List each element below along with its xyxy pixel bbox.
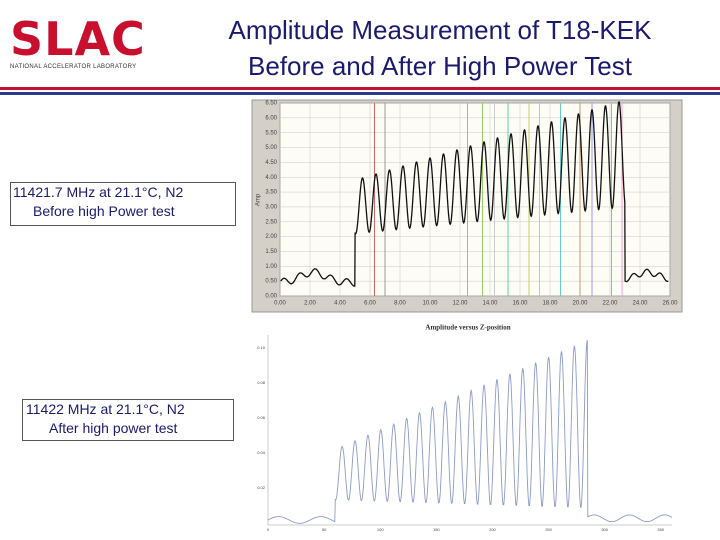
y-tick-label: 1.50 <box>265 249 277 255</box>
curve <box>267 340 673 524</box>
x-tick-label: 250 <box>545 527 552 532</box>
x-tick-label: 200 <box>489 527 496 532</box>
plot-title: Amplitude versus Z-position <box>425 324 510 332</box>
x-tick-label: 4.00 <box>334 301 346 307</box>
y-tick-label: 0.04 <box>257 450 266 455</box>
title: Amplitude Measurement of T18-KEK Before … <box>170 12 710 84</box>
logo: SLAC NATIONAL ACCELERATOR LABORATORY <box>10 14 160 70</box>
x-tick-label: 350 <box>657 527 664 532</box>
caption-line: 11422 MHz at 21.1°C, N2 <box>26 401 185 417</box>
title-line: Before and After High Power Test <box>248 51 632 81</box>
red-rule <box>0 87 720 90</box>
y-tick-label: 0.10 <box>257 345 266 350</box>
y-tick-label: 6.50 <box>265 101 277 107</box>
y-label: Amp <box>256 193 262 206</box>
x-tick-label: 150 <box>433 527 440 532</box>
y-tick-label: 5.50 <box>265 130 277 136</box>
y-tick-label: 6.00 <box>265 115 277 121</box>
x-tick-label: 16.00 <box>512 301 528 307</box>
title-line: Amplitude Measurement of T18-KEK <box>228 15 652 45</box>
caption-line: 11421.7 MHz at 21.1°C, N2 <box>13 184 184 200</box>
x-tick-label: 24.00 <box>632 301 648 307</box>
y-tick-label: 0.50 <box>265 279 277 285</box>
x-tick-label: 12.00 <box>452 301 468 307</box>
x-tick-label: 14.00 <box>482 301 498 307</box>
blue-rule <box>0 92 720 95</box>
x-tick-label: 100 <box>377 527 384 532</box>
caption-box: 11421.7 MHz at 21.1°C, N2 Before high Po… <box>10 182 236 226</box>
x-tick-label: 26.00 <box>662 301 678 307</box>
x-tick-label: 300 <box>601 527 608 532</box>
x-tick-label: 8.00 <box>394 301 406 307</box>
caption-box: 11422 MHz at 21.1°C, N2 After high power… <box>22 399 234 441</box>
x-tick-label: 20.00 <box>572 301 588 307</box>
x-tick-label: 10.00 <box>422 301 438 307</box>
logo-text: SLAC <box>10 12 146 66</box>
caption-line: Before high Power test <box>33 203 175 219</box>
y-tick-label: 3.00 <box>265 205 277 211</box>
x-tick-label: 18.00 <box>542 301 558 307</box>
y-tick-label: 5.00 <box>265 145 277 151</box>
x-tick-label: 22.00 <box>602 301 618 307</box>
x-tick-label: 0 <box>267 527 270 532</box>
caption-line: After high power test <box>49 420 178 436</box>
logo-subtitle: NATIONAL ACCELERATOR LABORATORY <box>10 64 137 70</box>
y-tick-label: 0.06 <box>257 415 266 420</box>
y-tick-label: 4.50 <box>265 160 277 166</box>
y-tick-label: 0.00 <box>265 294 277 300</box>
y-tick-label: 0.02 <box>257 485 266 490</box>
y-tick-label: 1.00 <box>265 264 277 270</box>
x-tick-label: 6.00 <box>364 301 376 307</box>
y-tick-label: 0.08 <box>257 380 266 385</box>
y-tick-label: 4.00 <box>265 175 277 181</box>
y-tick-label: 3.50 <box>265 190 277 196</box>
x-tick-label: 50 <box>322 527 327 532</box>
x-tick-label: 0.00 <box>274 301 286 307</box>
y-tick-label: 2.00 <box>265 234 277 240</box>
curve <box>280 101 669 287</box>
y-tick-label: 2.50 <box>265 219 277 225</box>
x-tick-label: 2.00 <box>304 301 316 307</box>
